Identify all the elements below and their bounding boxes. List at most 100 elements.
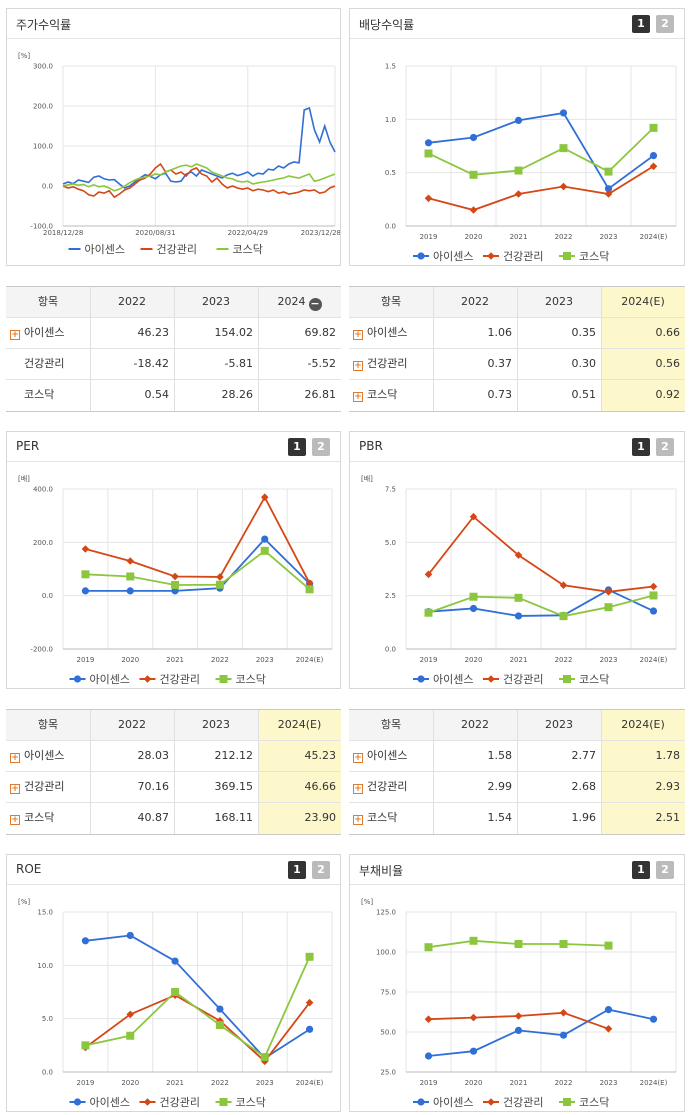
data-point bbox=[424, 570, 433, 579]
panel-header: 배당수익률 1 2 bbox=[350, 9, 684, 39]
row-label-cell[interactable]: + 아이센스 bbox=[6, 741, 90, 771]
legend-label: 아이센스 bbox=[433, 1096, 473, 1109]
legend-item[interactable]: 코스닥 bbox=[559, 250, 609, 263]
row-label: 코스닥 bbox=[367, 388, 398, 401]
x-tick-label: 2022 bbox=[555, 656, 573, 664]
expand-icon[interactable]: + bbox=[353, 392, 363, 402]
data-point bbox=[305, 585, 314, 594]
legend-marker bbox=[219, 1098, 228, 1106]
page-1-button[interactable]: 1 bbox=[288, 438, 306, 456]
row-label-cell[interactable]: + 아이센스 bbox=[349, 741, 433, 771]
legend-item[interactable]: 아이센스 bbox=[69, 1096, 130, 1109]
expand-icon[interactable]: + bbox=[10, 815, 20, 825]
series-line bbox=[428, 588, 654, 617]
series-line bbox=[428, 111, 655, 190]
column-divider bbox=[601, 318, 602, 348]
legend-item[interactable]: 건강관리 bbox=[483, 673, 543, 686]
collapse-icon[interactable]: − bbox=[308, 297, 322, 311]
column-header: 2024(E) bbox=[601, 710, 685, 740]
unit-label: [배] bbox=[361, 474, 373, 483]
value-cell: 1.06 bbox=[487, 326, 513, 339]
column-divider bbox=[90, 710, 91, 740]
row-label-cell[interactable]: + 아이센스 bbox=[349, 318, 433, 348]
legend-label: 아이센스 bbox=[90, 673, 130, 686]
x-tick-label: 2022 bbox=[211, 656, 229, 664]
y-tick-label: 0.5 bbox=[385, 169, 396, 177]
page-1-button[interactable]: 1 bbox=[632, 15, 650, 33]
y-tick-label: 75.0 bbox=[380, 989, 396, 997]
row-label-cell[interactable]: + 코스닥 bbox=[6, 803, 90, 834]
data-point bbox=[260, 546, 269, 555]
data-point bbox=[126, 931, 134, 940]
column-header: 항목 bbox=[6, 287, 90, 317]
legend-item[interactable]: 코스닥 bbox=[216, 243, 263, 256]
value-cell: -5.52 bbox=[307, 357, 336, 370]
y-tick-label: 200.0 bbox=[33, 103, 53, 111]
expand-icon[interactable]: + bbox=[353, 330, 363, 340]
value-cell: 2.93 bbox=[601, 772, 685, 802]
row-label-cell[interactable]: + 건강관리 bbox=[349, 349, 433, 379]
legend-item[interactable]: 건강관리 bbox=[483, 250, 543, 263]
legend-item[interactable]: 코스닥 bbox=[215, 1096, 266, 1109]
page-2-button[interactable]: 2 bbox=[656, 438, 674, 456]
expand-icon[interactable]: + bbox=[353, 753, 363, 763]
expand-icon[interactable]: + bbox=[10, 753, 20, 763]
page-2-button[interactable]: 2 bbox=[656, 15, 674, 33]
x-tick-label: 2019 bbox=[420, 233, 438, 241]
row-label-cell[interactable]: + 건강관리 bbox=[6, 772, 90, 802]
data-point bbox=[559, 182, 568, 191]
legend-item[interactable]: 건강관리 bbox=[483, 1096, 543, 1109]
panel-title: 부채비율 bbox=[359, 864, 404, 878]
row-label-cell[interactable]: + 코스닥 bbox=[349, 803, 433, 834]
page-2-button[interactable]: 2 bbox=[312, 438, 330, 456]
column-header: 2023 bbox=[174, 287, 258, 317]
row-label-cell[interactable]: + 아이센스 bbox=[6, 318, 90, 348]
legend-item[interactable]: 코스닥 bbox=[559, 1096, 609, 1109]
series-3 bbox=[81, 952, 314, 1062]
column-divider bbox=[517, 803, 518, 834]
expand-icon[interactable]: + bbox=[353, 784, 363, 794]
legend-item[interactable]: 코스닥 bbox=[215, 673, 266, 686]
legend-item[interactable]: 아이센스 bbox=[413, 1096, 473, 1109]
legend-item[interactable]: 아이센스 bbox=[413, 673, 473, 686]
panel-title: 주가수익률 bbox=[16, 18, 72, 32]
legend-item[interactable]: 아이센스 bbox=[69, 673, 130, 686]
row-label-cell[interactable]: + 코스닥 bbox=[349, 380, 433, 411]
value-cell: -5.81 bbox=[224, 357, 253, 370]
legend-item[interactable]: 코스닥 bbox=[559, 673, 609, 686]
y-tick-label: -100.0 bbox=[30, 223, 53, 231]
expand-icon[interactable]: + bbox=[10, 784, 20, 794]
page-1-button[interactable]: 1 bbox=[288, 861, 306, 879]
series-line bbox=[85, 934, 311, 1060]
data-point bbox=[559, 1009, 568, 1017]
data-point bbox=[171, 957, 179, 965]
data-point bbox=[424, 194, 433, 203]
column-header: 2024− bbox=[258, 287, 341, 317]
page-2-button[interactable]: 2 bbox=[656, 861, 674, 879]
column-header-label: 2022 bbox=[118, 718, 146, 731]
legend-item[interactable]: 아이센스 bbox=[68, 243, 125, 256]
return-chart: [%] 300.0 200.0 100.0 0.0 -100.0 2018/12/28 202… bbox=[7, 40, 340, 265]
column-divider bbox=[601, 710, 602, 740]
legend-item[interactable]: 건강관리 bbox=[139, 1096, 200, 1109]
row-label-cell[interactable]: + 건강관리 bbox=[349, 772, 433, 802]
column-header-label: 2024(E) bbox=[621, 295, 665, 308]
expand-icon[interactable]: + bbox=[10, 330, 20, 340]
data-point bbox=[260, 493, 269, 502]
page-1-button[interactable]: 1 bbox=[632, 861, 650, 879]
page-1-button[interactable]: 1 bbox=[632, 438, 650, 456]
series-line bbox=[428, 127, 655, 176]
y-tick-label: 200.0 bbox=[33, 539, 53, 547]
expand-icon[interactable]: + bbox=[353, 361, 363, 371]
roe-chart: [%] 15.0 10.0 5.0 0.0 2019 2020 2021 2022 2023 202… bbox=[7, 886, 340, 1111]
data-point bbox=[559, 612, 568, 621]
expand-icon[interactable]: + bbox=[353, 815, 363, 825]
page-2-button[interactable]: 2 bbox=[312, 861, 330, 879]
table-row: 건강관리 -18.42 -5.81 -5.52 bbox=[6, 349, 341, 380]
legend-item[interactable]: 아이센스 bbox=[413, 250, 473, 263]
column-header-label: 항목 bbox=[37, 718, 59, 731]
legend-item[interactable]: 건강관리 bbox=[139, 673, 200, 686]
legend-item[interactable]: 건강관리 bbox=[140, 243, 197, 256]
column-divider bbox=[433, 803, 434, 834]
column-divider bbox=[433, 710, 434, 740]
